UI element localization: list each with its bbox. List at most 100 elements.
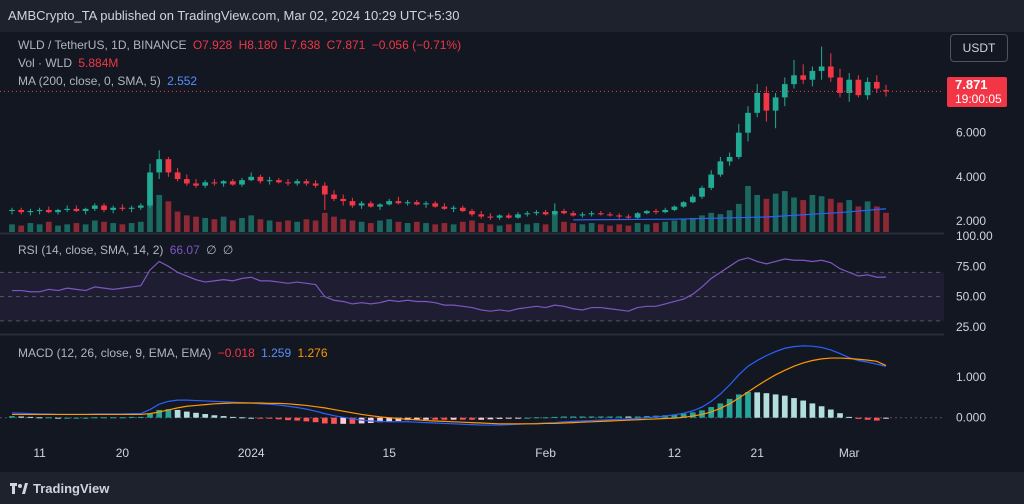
ma-legend: MA (200, close, 0, SMA, 5) 2.552: [18, 74, 200, 88]
volume-bar: [800, 200, 807, 232]
candle: [413, 202, 420, 205]
candle: [745, 112, 751, 133]
rsi-pane: [0, 257, 944, 322]
macd-histogram-bar: [597, 416, 604, 418]
candle: [9, 209, 15, 212]
candle: [294, 181, 301, 184]
candle: [533, 212, 540, 214]
macd-histogram-bar: [634, 416, 641, 418]
volume-bar: [165, 201, 172, 232]
candle: [551, 211, 558, 215]
macd-histogram-bar: [579, 416, 586, 418]
volume-bar: [386, 219, 393, 232]
candle: [321, 185, 328, 195]
volume-bar: [763, 198, 770, 232]
macd-histogram-bar: [18, 416, 25, 418]
volume-bar: [137, 221, 144, 232]
macd-histogram-bar: [791, 398, 797, 418]
macd-histogram-bar: [809, 403, 816, 418]
macd-histogram-bar: [450, 417, 457, 420]
y-axis: 2.000 4.000 6.000 25.00 50.00 75.00 100.00 0.00…: [956, 126, 993, 425]
volume-bar: [699, 215, 705, 232]
candle: [349, 201, 356, 206]
volume-bar: [643, 224, 650, 232]
low-value: L7.638: [283, 38, 321, 52]
volume-bar: [73, 223, 80, 232]
candle: [735, 132, 742, 157]
macd-histogram-bar: [478, 417, 485, 420]
volume-bar: [496, 225, 503, 232]
volume-bar: [413, 221, 420, 232]
volume-bar: [395, 221, 402, 232]
macd-histogram-bar: [55, 417, 61, 419]
volume-bar: [331, 216, 337, 232]
macd-histogram-bar: [248, 417, 255, 419]
candle: [36, 209, 43, 212]
candle: [239, 180, 245, 185]
macd-histogram-bar: [73, 417, 80, 419]
close-value: C7.871: [326, 38, 366, 52]
volume-bar: [55, 225, 61, 232]
macd-histogram-bar: [423, 417, 429, 420]
chart-area[interactable]: [0, 32, 1024, 472]
rsi-na-2: ∅: [222, 243, 234, 257]
macd-histogram-bar: [469, 417, 475, 420]
candle: [855, 79, 862, 96]
candle: [561, 211, 567, 214]
volume-bar: [524, 224, 531, 232]
macd-histogram-bar: [257, 417, 264, 419]
volume-bar: [441, 223, 448, 232]
last-price: 7.871: [955, 77, 988, 92]
volume-bar: [754, 194, 761, 232]
macd-legend: MACD (12, 26, close, 9, EMA, EMA) −0.018…: [18, 346, 331, 360]
macd-histogram-bar: [9, 416, 15, 418]
candle: [423, 203, 429, 205]
macd-histogram-bar: [671, 414, 678, 418]
rsi-label: RSI (14, close, SMA, 14, 2): [18, 243, 164, 257]
macd-histogram-bar: [211, 415, 218, 418]
macd-histogram-bar: [864, 417, 871, 420]
price-tick-label: 4.000: [956, 170, 986, 184]
volume-bar: [726, 210, 733, 232]
volume-bar: [634, 223, 641, 232]
candle: [864, 81, 871, 96]
macd-histogram-bar: [643, 416, 650, 418]
candle: [827, 66, 834, 78]
ma-label: MA (200, close, 0, SMA, 5): [18, 74, 161, 88]
candle: [469, 211, 475, 215]
volume-bar: [781, 191, 788, 232]
volume-bar: [9, 224, 15, 232]
high-value: H8.180: [238, 38, 278, 52]
candle: [772, 97, 779, 111]
macd-histogram-bar: [432, 417, 439, 420]
candle: [183, 179, 190, 184]
macd-pane: [0, 345, 944, 426]
macd-histogram-bar: [607, 416, 613, 418]
candle: [303, 181, 310, 184]
candle: [837, 77, 843, 93]
macd-histogram-bar: [45, 417, 52, 419]
time-tick-label: 15: [383, 446, 397, 460]
candle: [156, 159, 163, 173]
macd-histogram-bar: [321, 417, 328, 424]
volume-bar: [229, 220, 236, 232]
macd-histogram-bar: [27, 416, 34, 418]
macd-histogram-bar: [487, 417, 494, 420]
candle: [625, 216, 632, 218]
candle: [634, 213, 641, 218]
candle: [367, 203, 374, 207]
volume-bar: [597, 224, 604, 232]
time-tick-label: Mar: [839, 446, 860, 460]
macd-hist-value: −0.018: [217, 346, 255, 360]
macd-histogram-bar: [570, 416, 577, 418]
candles: [9, 46, 889, 220]
volume-bar: [717, 214, 724, 232]
candle: [358, 203, 365, 206]
header-strip: [0, 0, 1024, 32]
candle: [818, 66, 825, 71]
currency-button[interactable]: USDT: [950, 34, 1008, 62]
time-tick-label: 12: [668, 446, 682, 460]
macd-histogram-bar: [137, 416, 144, 418]
candle: [450, 207, 457, 209]
